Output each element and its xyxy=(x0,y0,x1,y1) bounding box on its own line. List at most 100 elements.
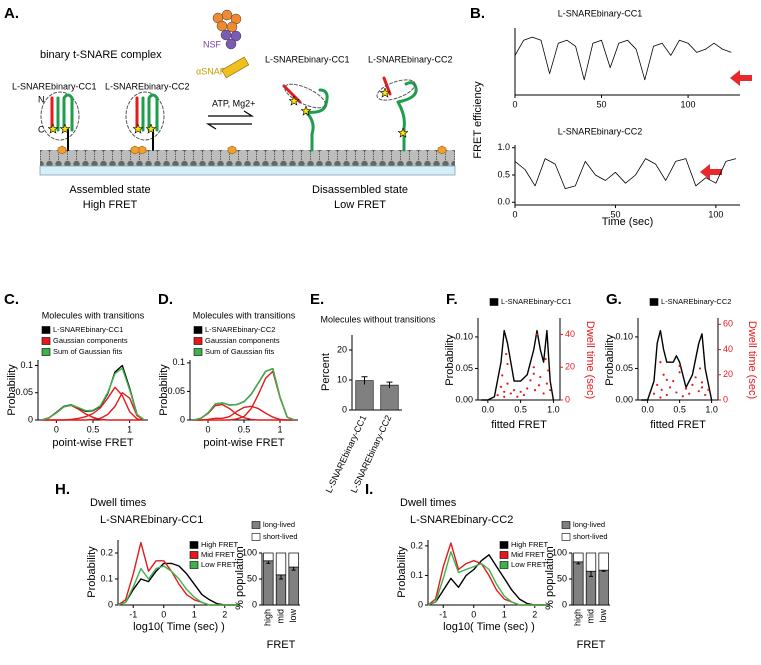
dwell-point xyxy=(704,393,707,397)
series-line xyxy=(117,562,240,606)
dwell-point xyxy=(698,367,702,370)
dwell-point xyxy=(668,386,672,389)
asnap xyxy=(221,56,250,79)
dwell-point xyxy=(549,389,552,392)
dwell-point xyxy=(684,387,688,390)
y-tick-label: 0.05 xyxy=(15,387,33,397)
x-tick-label: 0 xyxy=(54,424,59,434)
chart-title: Dwell times xyxy=(90,497,147,509)
series-line xyxy=(427,551,550,606)
category-label: low xyxy=(288,609,298,623)
bar-segment xyxy=(288,566,299,606)
dwell-point xyxy=(660,388,663,392)
x-tick-label: 100 xyxy=(708,209,723,219)
y2-tick-label: 20 xyxy=(565,362,575,372)
x-tick-label: 100 xyxy=(681,99,696,109)
legend-swatch xyxy=(193,337,203,345)
dwell-point xyxy=(503,395,506,398)
y-tick-label: 0.05 xyxy=(167,386,185,396)
y-tick-label: 0.2 xyxy=(410,540,423,550)
series-line xyxy=(193,367,295,421)
y2-tick-label: 20 xyxy=(723,369,733,379)
legend-swatch xyxy=(189,561,199,569)
x-axis-label: fitted FRET xyxy=(491,419,547,431)
y-tick-label: 50 xyxy=(247,573,257,583)
series-line xyxy=(514,36,732,81)
dwell-point xyxy=(526,387,529,390)
dwell-point xyxy=(506,362,509,366)
y-tick-label: 0 xyxy=(28,414,33,424)
chart-title: Dwell times xyxy=(400,497,457,509)
panel-label: C. xyxy=(4,291,19,308)
y-tick-label: 0.00 xyxy=(455,394,473,404)
y-tick-label: 0 xyxy=(418,599,423,609)
panel-label: H. xyxy=(55,481,70,498)
legend-label: L-SNAREbinary-CC1 xyxy=(53,325,123,334)
y-tick-label: 0.1 xyxy=(20,360,33,370)
legend-label: Gaussian components xyxy=(205,336,280,345)
chart-title: L-SNAREbinary-CC1 xyxy=(558,8,643,18)
legend-label: L-SNAREbinary-CC1 xyxy=(501,297,571,306)
series-line xyxy=(41,392,145,421)
y-tick-label: 1.0 xyxy=(497,142,510,152)
category-label: low xyxy=(598,609,608,623)
y-tick-label: 0.2 xyxy=(100,547,113,557)
legend-label: Mid FRET xyxy=(201,550,235,559)
bar-segment xyxy=(598,569,609,606)
y-tick-label: 0.10 xyxy=(615,331,633,341)
dwell-point xyxy=(697,390,700,393)
legend-label: long-lived xyxy=(263,520,295,529)
legend-swatch xyxy=(41,337,51,345)
dwell-point xyxy=(665,378,668,381)
dwell-point xyxy=(503,390,506,393)
bar xyxy=(380,384,399,411)
complex-label: L-SNAREbinary-CC1 xyxy=(265,54,350,64)
legend-label: Sum of Gaussian fits xyxy=(205,347,274,356)
x-tick-label: 1.0 xyxy=(547,404,560,414)
legend-label: Low FRET xyxy=(201,560,237,569)
legend-swatch xyxy=(499,551,509,559)
terminus-label: N xyxy=(38,94,45,104)
complex-label: L-SNAREbinary-CC2 xyxy=(368,54,453,64)
state-label: Disassembled state xyxy=(312,184,408,196)
x-axis-label: FRET xyxy=(577,639,606,651)
dwell-point xyxy=(694,376,697,379)
y-tick-label: 100 xyxy=(242,547,257,557)
dwell-point xyxy=(652,392,656,395)
legend-label: short-lived xyxy=(263,532,298,541)
legend-swatch xyxy=(189,551,199,559)
diagram: A. binary t-SNARE complex L-SNAREbinary-… xyxy=(4,5,752,211)
x-tick-label: 50 xyxy=(610,209,620,219)
x-tick-label: 0.5 xyxy=(673,404,686,414)
orange-labels xyxy=(57,145,447,155)
y-tick-label: 0 xyxy=(562,599,567,609)
legend-label: Mid FRET xyxy=(511,550,545,559)
x-tick-label: 1 xyxy=(277,424,282,434)
bar-segment xyxy=(573,561,584,606)
y-tick-label: 0.1 xyxy=(100,573,113,583)
y-tick-label: 0 xyxy=(180,414,185,424)
category-label: high xyxy=(573,609,583,626)
panel-label: E. xyxy=(310,291,324,308)
legend-label: Sum of Gaussian fits xyxy=(53,347,122,356)
legend-swatch xyxy=(499,561,509,569)
support xyxy=(39,165,456,176)
dwell-point xyxy=(662,373,665,376)
x-axis-label: point-wise FRET xyxy=(52,437,134,449)
dwell-point xyxy=(545,382,548,385)
y-axis-label: Probability xyxy=(396,546,408,598)
dwell-point xyxy=(522,393,526,397)
y-tick-label: 0 xyxy=(252,599,257,609)
dwell-point xyxy=(707,388,710,392)
dwell-point xyxy=(700,381,704,384)
complex-label: L-SNAREbinary-CC2 xyxy=(105,81,190,91)
dwell-point xyxy=(678,371,681,374)
x-axis-label: FRET xyxy=(267,639,296,651)
x-tick-label: 1 xyxy=(192,609,197,619)
x-tick-label: 50 xyxy=(597,99,607,109)
y-axis-label: Probability xyxy=(6,364,18,416)
x-tick-label: 0 xyxy=(471,609,476,619)
category-label: high xyxy=(263,609,273,626)
chart-title: Molecules with transitions xyxy=(193,310,296,320)
legend-label: Low FRET xyxy=(511,560,547,569)
